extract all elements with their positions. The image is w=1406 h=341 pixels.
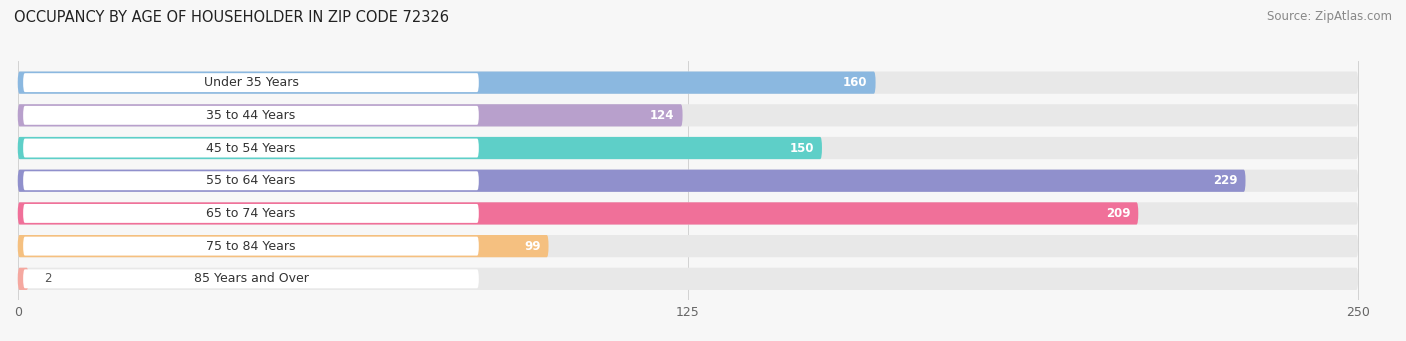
FancyBboxPatch shape bbox=[22, 106, 479, 125]
Text: 65 to 74 Years: 65 to 74 Years bbox=[207, 207, 295, 220]
FancyBboxPatch shape bbox=[22, 171, 479, 190]
Text: 45 to 54 Years: 45 to 54 Years bbox=[207, 142, 295, 154]
FancyBboxPatch shape bbox=[18, 235, 548, 257]
FancyBboxPatch shape bbox=[18, 268, 28, 290]
Text: 55 to 64 Years: 55 to 64 Years bbox=[207, 174, 295, 187]
FancyBboxPatch shape bbox=[18, 137, 823, 159]
FancyBboxPatch shape bbox=[18, 202, 1139, 224]
FancyBboxPatch shape bbox=[18, 268, 1358, 290]
Text: OCCUPANCY BY AGE OF HOUSEHOLDER IN ZIP CODE 72326: OCCUPANCY BY AGE OF HOUSEHOLDER IN ZIP C… bbox=[14, 10, 449, 25]
FancyBboxPatch shape bbox=[18, 169, 1358, 192]
FancyBboxPatch shape bbox=[18, 169, 1246, 192]
Text: Under 35 Years: Under 35 Years bbox=[204, 76, 298, 89]
Text: 85 Years and Over: 85 Years and Over bbox=[194, 272, 308, 285]
Text: 2: 2 bbox=[45, 272, 52, 285]
FancyBboxPatch shape bbox=[18, 72, 876, 94]
FancyBboxPatch shape bbox=[18, 104, 682, 127]
FancyBboxPatch shape bbox=[22, 204, 479, 223]
Text: 35 to 44 Years: 35 to 44 Years bbox=[207, 109, 295, 122]
Text: 75 to 84 Years: 75 to 84 Years bbox=[207, 240, 295, 253]
FancyBboxPatch shape bbox=[18, 72, 1358, 94]
FancyBboxPatch shape bbox=[22, 269, 479, 288]
FancyBboxPatch shape bbox=[22, 73, 479, 92]
Text: 160: 160 bbox=[844, 76, 868, 89]
Text: 99: 99 bbox=[524, 240, 540, 253]
FancyBboxPatch shape bbox=[18, 137, 1358, 159]
FancyBboxPatch shape bbox=[18, 104, 1358, 127]
FancyBboxPatch shape bbox=[18, 235, 1358, 257]
FancyBboxPatch shape bbox=[22, 138, 479, 158]
Text: 150: 150 bbox=[789, 142, 814, 154]
FancyBboxPatch shape bbox=[22, 237, 479, 255]
Text: Source: ZipAtlas.com: Source: ZipAtlas.com bbox=[1267, 10, 1392, 23]
Text: 124: 124 bbox=[650, 109, 675, 122]
Text: 209: 209 bbox=[1105, 207, 1130, 220]
FancyBboxPatch shape bbox=[18, 202, 1358, 224]
Text: 229: 229 bbox=[1213, 174, 1237, 187]
